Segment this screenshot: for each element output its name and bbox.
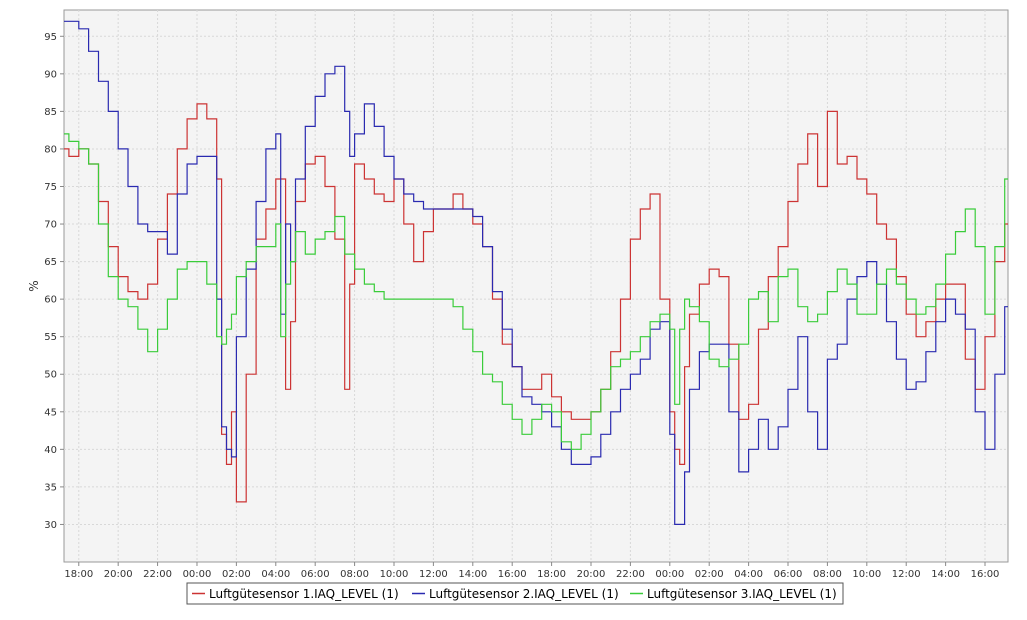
x-tick-label: 10:00: [380, 569, 409, 580]
y-tick-label: 35: [44, 482, 57, 493]
x-tick-label: 14:00: [931, 569, 960, 580]
y-tick-label: 80: [44, 144, 57, 155]
y-tick-label: 30: [44, 520, 57, 531]
legend-label-1: Luftgütesensor 1.IAQ_LEVEL (1): [209, 587, 399, 601]
y-axis: 30 35 40 45 50 55 60 65 70 75 80 85 90 95: [44, 32, 64, 531]
y-tick-label: 60: [44, 295, 57, 306]
y-tick-label: 85: [44, 107, 57, 118]
y-tick-label: 95: [44, 32, 57, 43]
x-tick-label: 00:00: [655, 569, 684, 580]
series-line-3: [64, 133, 1008, 450]
series-lines: [64, 20, 1008, 525]
legend-label-2: Luftgütesensor 2.IAQ_LEVEL (1): [429, 587, 619, 601]
y-axis-label: %: [27, 280, 41, 291]
x-tick-label: 12:00: [892, 569, 921, 580]
x-tick-label: 16:00: [498, 569, 527, 580]
x-tick-label: 02:00: [695, 569, 724, 580]
series-line-2: [64, 20, 1008, 525]
x-tick-label: 22:00: [143, 569, 172, 580]
x-tick-label: 14:00: [458, 569, 487, 580]
x-tick-label: 10:00: [852, 569, 881, 580]
legend: Luftgütesensor 1.IAQ_LEVEL (1) Luftgütes…: [186, 582, 844, 605]
y-tick-label: 75: [44, 182, 57, 193]
x-tick-label: 08:00: [340, 569, 369, 580]
x-axis: 18:00 20:00 22:00 00:00 02:00 04:00 06:00 08:00…: [64, 562, 999, 580]
x-tick-label: 02:00: [222, 569, 251, 580]
x-tick-label: 16:00: [971, 569, 1000, 580]
x-tick-label: 22:00: [616, 569, 645, 580]
x-tick-label: 04:00: [734, 569, 763, 580]
legend-box: [186, 582, 844, 605]
x-tick-label: 06:00: [301, 569, 330, 580]
x-tick-label: 04:00: [261, 569, 290, 580]
x-tick-label: 00:00: [183, 569, 212, 580]
x-tick-label: 20:00: [577, 569, 606, 580]
y-tick-label: 40: [44, 445, 57, 456]
y-tick-label: 65: [44, 257, 57, 268]
legend-label-3: Luftgütesensor 3.IAQ_LEVEL (1): [647, 587, 837, 601]
x-tick-label: 18:00: [537, 569, 566, 580]
x-tick-label: 20:00: [104, 569, 133, 580]
y-tick-label: 70: [44, 220, 57, 231]
x-tick-label: 18:00: [64, 569, 93, 580]
y-tick-label: 90: [44, 69, 57, 80]
x-tick-label: 12:00: [419, 569, 448, 580]
x-tick-label: 06:00: [774, 569, 803, 580]
grid-lines: [64, 10, 1008, 562]
y-tick-label: 50: [44, 370, 57, 381]
y-tick-label: 45: [44, 407, 57, 418]
x-tick-label: 08:00: [813, 569, 842, 580]
y-tick-label: 55: [44, 332, 57, 343]
